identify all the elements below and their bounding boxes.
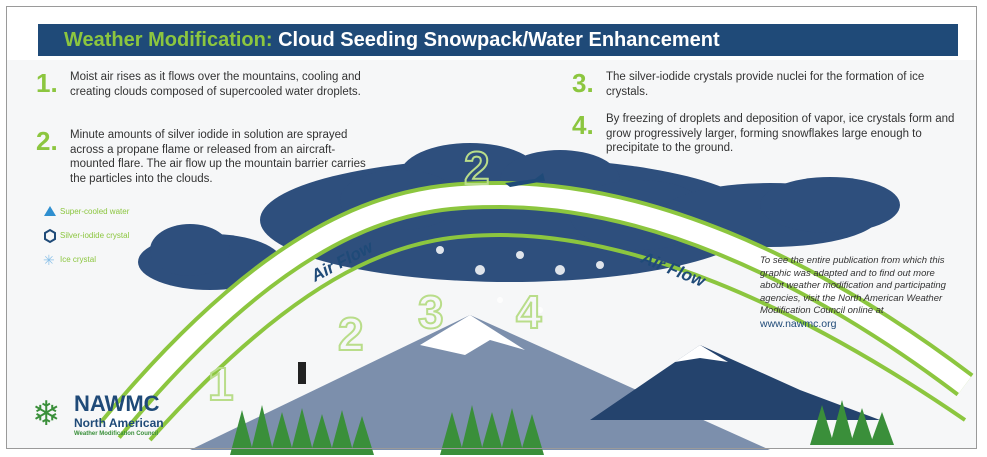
- step-text: Minute amounts of silver iodide in solut…: [70, 128, 376, 186]
- step-text: By freezing of droplets and deposition o…: [606, 112, 957, 156]
- logo-line: North American: [74, 416, 164, 430]
- note-text: To see the entire publication from which…: [760, 255, 946, 316]
- logo-name: NAWMC: [74, 392, 164, 416]
- step-text: The silver-iodide crystals provide nucle…: [606, 70, 957, 99]
- step: 1. Moist air rises as it flows over the m…: [36, 70, 376, 99]
- step-number: 4.: [572, 112, 598, 156]
- step: 2.Minute amounts of silver iodide in sol…: [36, 128, 376, 186]
- logo: NAWMC North American Weather Modificatio…: [74, 392, 164, 438]
- step: 4.By freezing of droplets and deposition…: [572, 112, 957, 156]
- legend-label: Super-cooled water: [60, 207, 129, 216]
- title: Cloud Seeding Snowpack/Water Enhancement: [278, 29, 720, 51]
- step-text: Moist air rises as it flows over the mou…: [70, 70, 376, 99]
- note: To see the entire publication from which…: [760, 255, 960, 331]
- infographic: Air Flow Air Flow 1 2 2 3 4 ✳ ❄ Weather …: [0, 0, 987, 457]
- title-lead: Weather Modification:: [64, 29, 273, 51]
- title-bar: Weather Modification: Cloud Seeding Snow…: [38, 24, 958, 56]
- step-number: 2.: [36, 128, 62, 186]
- step-number: 3.: [572, 70, 598, 99]
- note-link[interactable]: www.nawmc.org: [760, 318, 836, 330]
- legend-label: Silver-iodide crystal: [60, 231, 129, 240]
- logo-line: Weather Modification Council: [74, 430, 164, 438]
- step-number: 1.: [36, 70, 62, 99]
- legend-label: Ice crystal: [60, 255, 96, 264]
- step: 3. The silver-iodide crystals provide nuc…: [572, 70, 957, 99]
